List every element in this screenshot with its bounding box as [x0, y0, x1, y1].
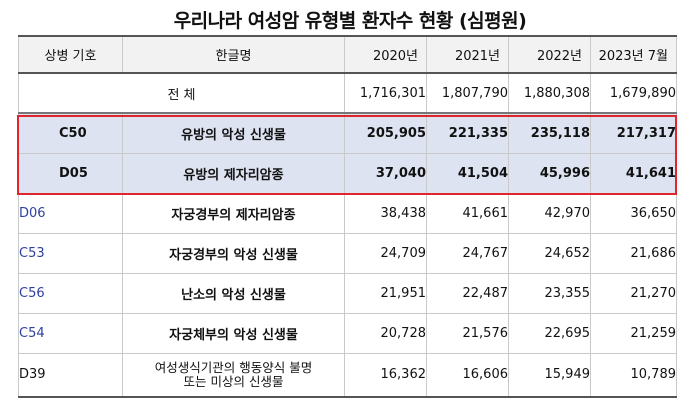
- value-2020: 205,905: [344, 112, 427, 154]
- disease-name: 난소의 악성 신생물: [122, 272, 345, 314]
- table-row: D06 자궁경부의 제자리암종 38,438 41,661 42,970 36,…: [18, 192, 677, 234]
- value-2021: 16,606: [426, 352, 509, 398]
- value-2021: 22,487: [426, 272, 509, 314]
- patient-stats-table: 상병 기호 한글명 2020년 2021년 2022년 2023년 7월 전 체…: [18, 35, 677, 398]
- page-title: 우리나라 여성암 유형별 환자수 현황 (심평원): [173, 10, 527, 32]
- disease-code: D05: [18, 152, 123, 194]
- value-2020: 20,728: [344, 312, 427, 354]
- value-2021: 41,661: [426, 192, 509, 234]
- disease-name: 자궁체부의 악성 신생물: [122, 312, 345, 354]
- table-row: C53 자궁경부의 악성 신생물 24,709 24,767 24,652 21…: [18, 232, 677, 274]
- disease-code: C54: [18, 312, 123, 354]
- disease-code: D06: [18, 192, 123, 234]
- value-2023: 36,650: [590, 192, 677, 234]
- value-2020: 38,438: [344, 192, 427, 234]
- table-row: C50 유방의 악성 신생물 205,905 221,335 235,118 2…: [18, 112, 677, 154]
- value-2020: 24,709: [344, 232, 427, 274]
- disease-code: C56: [18, 272, 123, 314]
- value-2022: 42,970: [508, 192, 591, 234]
- value-2023: 21,686: [590, 232, 677, 274]
- value-2022: 45,996: [508, 152, 591, 194]
- value-2022: 15,949: [508, 352, 591, 398]
- column-header-2021: 2021년: [426, 35, 509, 74]
- value-2020: 37,040: [344, 152, 427, 194]
- column-header-2023-jul: 2023년 7월: [590, 35, 677, 74]
- disease-name: 유방의 제자리암종: [122, 152, 345, 194]
- value-2021: 41,504: [426, 152, 509, 194]
- value-2021: 221,335: [426, 112, 509, 154]
- value-2022: 24,652: [508, 232, 591, 274]
- value-2022: 22,695: [508, 312, 591, 354]
- column-header-2020: 2020년: [344, 35, 427, 74]
- total-2023: 1,679,890: [590, 72, 677, 114]
- disease-name-line1: 여성생식기관의 행동양식 불명: [154, 359, 313, 375]
- value-2021: 21,576: [426, 312, 509, 354]
- value-2023: 41,641: [590, 152, 677, 194]
- disease-name: 유방의 악성 신생물: [122, 112, 345, 154]
- disease-name-line2: 또는 미상의 신생물: [183, 373, 284, 389]
- value-2022: 235,118: [508, 112, 591, 154]
- value-2022: 23,355: [508, 272, 591, 314]
- disease-code: C53: [18, 232, 123, 274]
- total-2021: 1,807,790: [426, 72, 509, 114]
- total-2022: 1,880,308: [508, 72, 591, 114]
- table-row: C54 자궁체부의 악성 신생물 20,728 21,576 22,695 21…: [18, 312, 677, 354]
- disease-name: 자궁경부의 제자리암종: [122, 192, 345, 234]
- table-header-row: 상병 기호 한글명 2020년 2021년 2022년 2023년 7월: [18, 35, 677, 74]
- value-2023: 21,259: [590, 312, 677, 354]
- table-row: D05 유방의 제자리암종 37,040 41,504 45,996 41,64…: [18, 152, 677, 194]
- table-row: D39 여성생식기관의 행동양식 불명 또는 미상의 신생물 16,362 16…: [18, 352, 677, 398]
- value-2020: 16,362: [344, 352, 427, 398]
- disease-name: 여성생식기관의 행동양식 불명 또는 미상의 신생물: [122, 352, 345, 398]
- table-row-total: 전 체 1,716,301 1,807,790 1,880,308 1,679,…: [18, 72, 677, 114]
- total-2020: 1,716,301: [344, 72, 427, 114]
- value-2023: 10,789: [590, 352, 677, 398]
- value-2023: 217,317: [590, 112, 677, 154]
- disease-code: D39: [18, 352, 123, 398]
- column-header-code: 상병 기호: [18, 35, 123, 74]
- column-header-name: 한글명: [122, 35, 345, 74]
- value-2023: 21,270: [590, 272, 677, 314]
- column-header-2022: 2022년: [508, 35, 591, 74]
- disease-code: C50: [18, 112, 123, 154]
- disease-name: 자궁경부의 악성 신생물: [122, 232, 345, 274]
- value-2020: 21,951: [344, 272, 427, 314]
- total-label: 전 체: [18, 72, 345, 114]
- table-row: C56 난소의 악성 신생물 21,951 22,487 23,355 21,2…: [18, 272, 677, 314]
- value-2021: 24,767: [426, 232, 509, 274]
